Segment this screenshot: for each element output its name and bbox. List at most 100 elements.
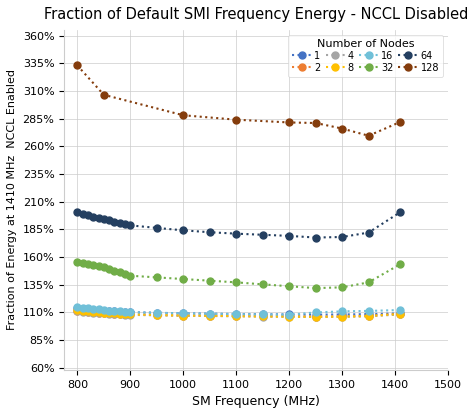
1 bbox=[154, 310, 159, 315]
1 bbox=[117, 309, 122, 314]
128 bbox=[181, 113, 186, 118]
16 bbox=[398, 308, 403, 312]
32 bbox=[340, 285, 345, 290]
8 bbox=[101, 310, 106, 315]
Legend: 1, 2, 4, 8, 16, 32, 64, 128: 1, 2, 4, 8, 16, 32, 64, 128 bbox=[288, 35, 443, 77]
32 bbox=[128, 273, 133, 278]
2 bbox=[91, 310, 96, 315]
32 bbox=[122, 271, 128, 276]
1 bbox=[207, 311, 212, 316]
2 bbox=[181, 313, 186, 318]
2 bbox=[207, 313, 212, 318]
8 bbox=[154, 312, 159, 317]
128 bbox=[75, 63, 80, 68]
64 bbox=[287, 233, 292, 238]
4 bbox=[75, 309, 80, 314]
Y-axis label: Fraction of Energy at 1410 MHz  NCCL Enabled: Fraction of Energy at 1410 MHz NCCL Enab… bbox=[7, 69, 17, 330]
64 bbox=[181, 228, 186, 233]
1 bbox=[398, 311, 403, 316]
64 bbox=[91, 214, 96, 219]
16 bbox=[112, 308, 117, 313]
8 bbox=[75, 308, 80, 312]
2 bbox=[117, 311, 122, 316]
16 bbox=[207, 311, 212, 316]
2 bbox=[106, 311, 112, 316]
Title: Fraction of Default SMI Frequency Energy - NCCL Disabled: Fraction of Default SMI Frequency Energy… bbox=[44, 7, 468, 22]
128 bbox=[340, 126, 345, 131]
16 bbox=[154, 310, 159, 315]
2 bbox=[154, 312, 159, 317]
4 bbox=[154, 313, 159, 318]
Line: 4: 4 bbox=[74, 308, 404, 320]
128 bbox=[234, 117, 239, 122]
64 bbox=[122, 222, 128, 227]
64 bbox=[101, 216, 106, 221]
8 bbox=[313, 315, 318, 320]
64 bbox=[313, 235, 318, 240]
2 bbox=[340, 314, 345, 319]
16 bbox=[106, 308, 112, 313]
32 bbox=[85, 261, 91, 266]
1 bbox=[106, 308, 112, 313]
2 bbox=[122, 312, 128, 317]
2 bbox=[75, 308, 80, 313]
32 bbox=[106, 266, 112, 271]
4 bbox=[366, 314, 371, 319]
128 bbox=[101, 92, 106, 97]
64 bbox=[96, 215, 101, 220]
64 bbox=[260, 232, 265, 237]
32 bbox=[181, 276, 186, 281]
2 bbox=[287, 314, 292, 319]
2 bbox=[80, 309, 85, 314]
16 bbox=[128, 310, 133, 315]
64 bbox=[340, 234, 345, 239]
32 bbox=[91, 263, 96, 268]
X-axis label: SM Frequency (MHz): SM Frequency (MHz) bbox=[192, 395, 320, 408]
4 bbox=[207, 313, 212, 318]
4 bbox=[106, 311, 112, 316]
8 bbox=[91, 310, 96, 315]
Line: 2: 2 bbox=[74, 307, 404, 320]
8 bbox=[181, 313, 186, 318]
4 bbox=[287, 314, 292, 319]
8 bbox=[80, 308, 85, 313]
8 bbox=[260, 314, 265, 319]
64 bbox=[75, 210, 80, 215]
4 bbox=[101, 311, 106, 316]
16 bbox=[366, 308, 371, 313]
8 bbox=[234, 314, 239, 319]
1 bbox=[80, 306, 85, 311]
32 bbox=[80, 261, 85, 266]
32 bbox=[287, 284, 292, 289]
8 bbox=[207, 313, 212, 318]
2 bbox=[366, 313, 371, 318]
128 bbox=[366, 133, 371, 138]
8 bbox=[128, 312, 133, 317]
16 bbox=[117, 309, 122, 314]
8 bbox=[96, 310, 101, 315]
Line: 32: 32 bbox=[74, 259, 404, 292]
64 bbox=[234, 231, 239, 236]
1 bbox=[287, 312, 292, 317]
1 bbox=[128, 310, 133, 315]
64 bbox=[366, 230, 371, 235]
16 bbox=[234, 312, 239, 317]
8 bbox=[117, 311, 122, 316]
4 bbox=[340, 314, 345, 319]
64 bbox=[117, 221, 122, 226]
16 bbox=[181, 311, 186, 316]
32 bbox=[207, 278, 212, 283]
32 bbox=[75, 259, 80, 264]
1 bbox=[75, 306, 80, 311]
4 bbox=[96, 311, 101, 316]
4 bbox=[122, 312, 128, 317]
4 bbox=[313, 315, 318, 320]
64 bbox=[112, 220, 117, 225]
8 bbox=[398, 311, 403, 316]
16 bbox=[122, 309, 128, 314]
4 bbox=[181, 313, 186, 318]
2 bbox=[101, 310, 106, 315]
16 bbox=[96, 307, 101, 312]
1 bbox=[96, 308, 101, 313]
1 bbox=[181, 311, 186, 316]
